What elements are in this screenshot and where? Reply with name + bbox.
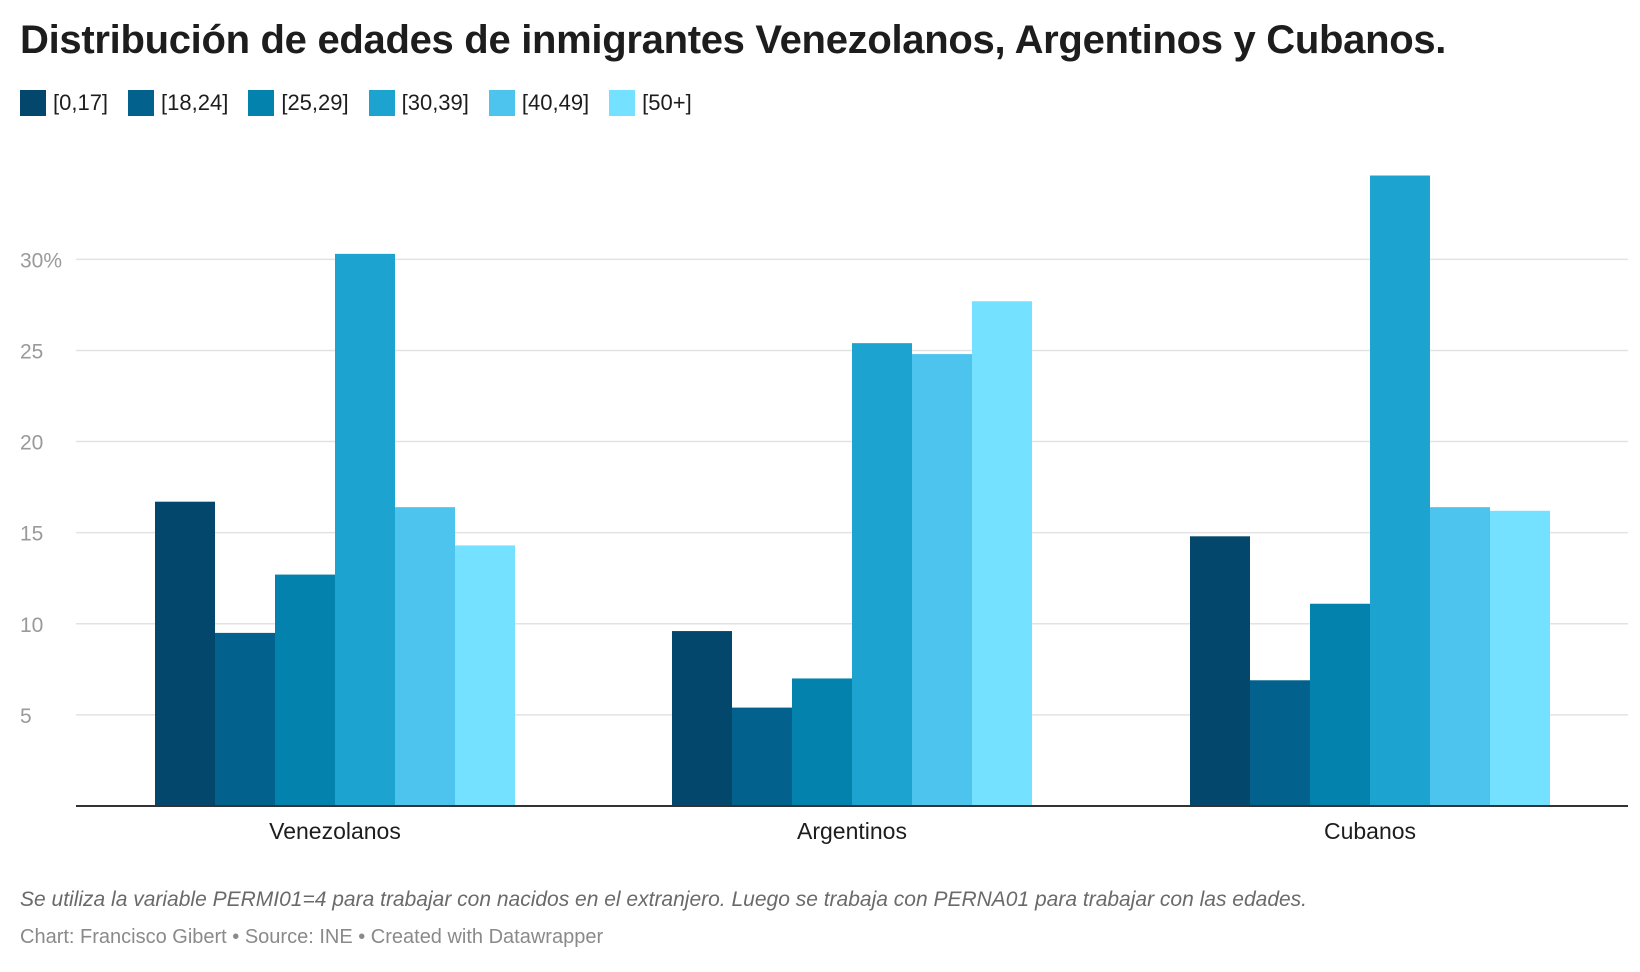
- chart-note: Se utiliza la variable PERMI01=4 para tr…: [20, 888, 1308, 911]
- bar: [852, 343, 912, 806]
- legend-swatch: [128, 90, 155, 116]
- x-category-label: Venezolanos: [269, 818, 401, 844]
- bar: [972, 301, 1032, 806]
- bar: [1190, 536, 1250, 806]
- legend-item: [25,29]: [248, 90, 349, 116]
- legend-swatch: [609, 90, 636, 116]
- legend-swatch: [20, 90, 46, 116]
- legend-swatch: [488, 90, 515, 116]
- legend-item: [0,17]: [20, 90, 108, 116]
- bar: [1370, 175, 1430, 806]
- bar: [1430, 507, 1490, 806]
- y-tick-label: 10: [20, 614, 43, 637]
- legend-label: [50+]: [642, 90, 692, 115]
- y-tick-label: 25: [20, 340, 43, 363]
- chart-title: Distribución de edades de inmigrantes Ve…: [20, 18, 1447, 62]
- chart-credits: Chart: Francisco Gibert • Source: INE • …: [20, 926, 604, 948]
- legend-label: [30,39]: [401, 90, 469, 115]
- y-tick-label: 20: [20, 432, 43, 455]
- legend-label: [18,24]: [161, 90, 229, 115]
- bar: [792, 678, 852, 806]
- legend-item: [30,39]: [368, 90, 469, 116]
- bar: [335, 253, 395, 806]
- x-category-label: Argentinos: [797, 818, 907, 844]
- bar: [912, 354, 972, 806]
- x-category-label: Cubanos: [1324, 818, 1416, 844]
- bar: [155, 501, 215, 806]
- bar: [215, 632, 275, 806]
- legend-swatch: [248, 90, 275, 116]
- bar: [1490, 510, 1550, 806]
- y-tick-label: 30%: [20, 249, 62, 272]
- bar: [275, 574, 335, 806]
- legend-item: [18,24]: [128, 90, 228, 116]
- bar: [1310, 603, 1370, 806]
- y-tick-label: 15: [20, 523, 43, 546]
- legend-label: [40,49]: [521, 90, 590, 115]
- legend-item: [40,49]: [488, 90, 590, 116]
- bar: [672, 631, 732, 806]
- legend-swatch: [368, 90, 395, 116]
- legend-label: [0,17]: [53, 90, 109, 115]
- legend-item: [50+]: [609, 90, 692, 116]
- bar: [395, 507, 455, 806]
- bar: [732, 707, 792, 806]
- bar: [1250, 680, 1310, 806]
- bar: [455, 545, 515, 806]
- y-tick-label: 5: [20, 705, 32, 728]
- legend: [0,17] [18,24] [25,29] [30,39] [40,49] […: [20, 90, 692, 116]
- legend-label: [25,29]: [281, 90, 349, 115]
